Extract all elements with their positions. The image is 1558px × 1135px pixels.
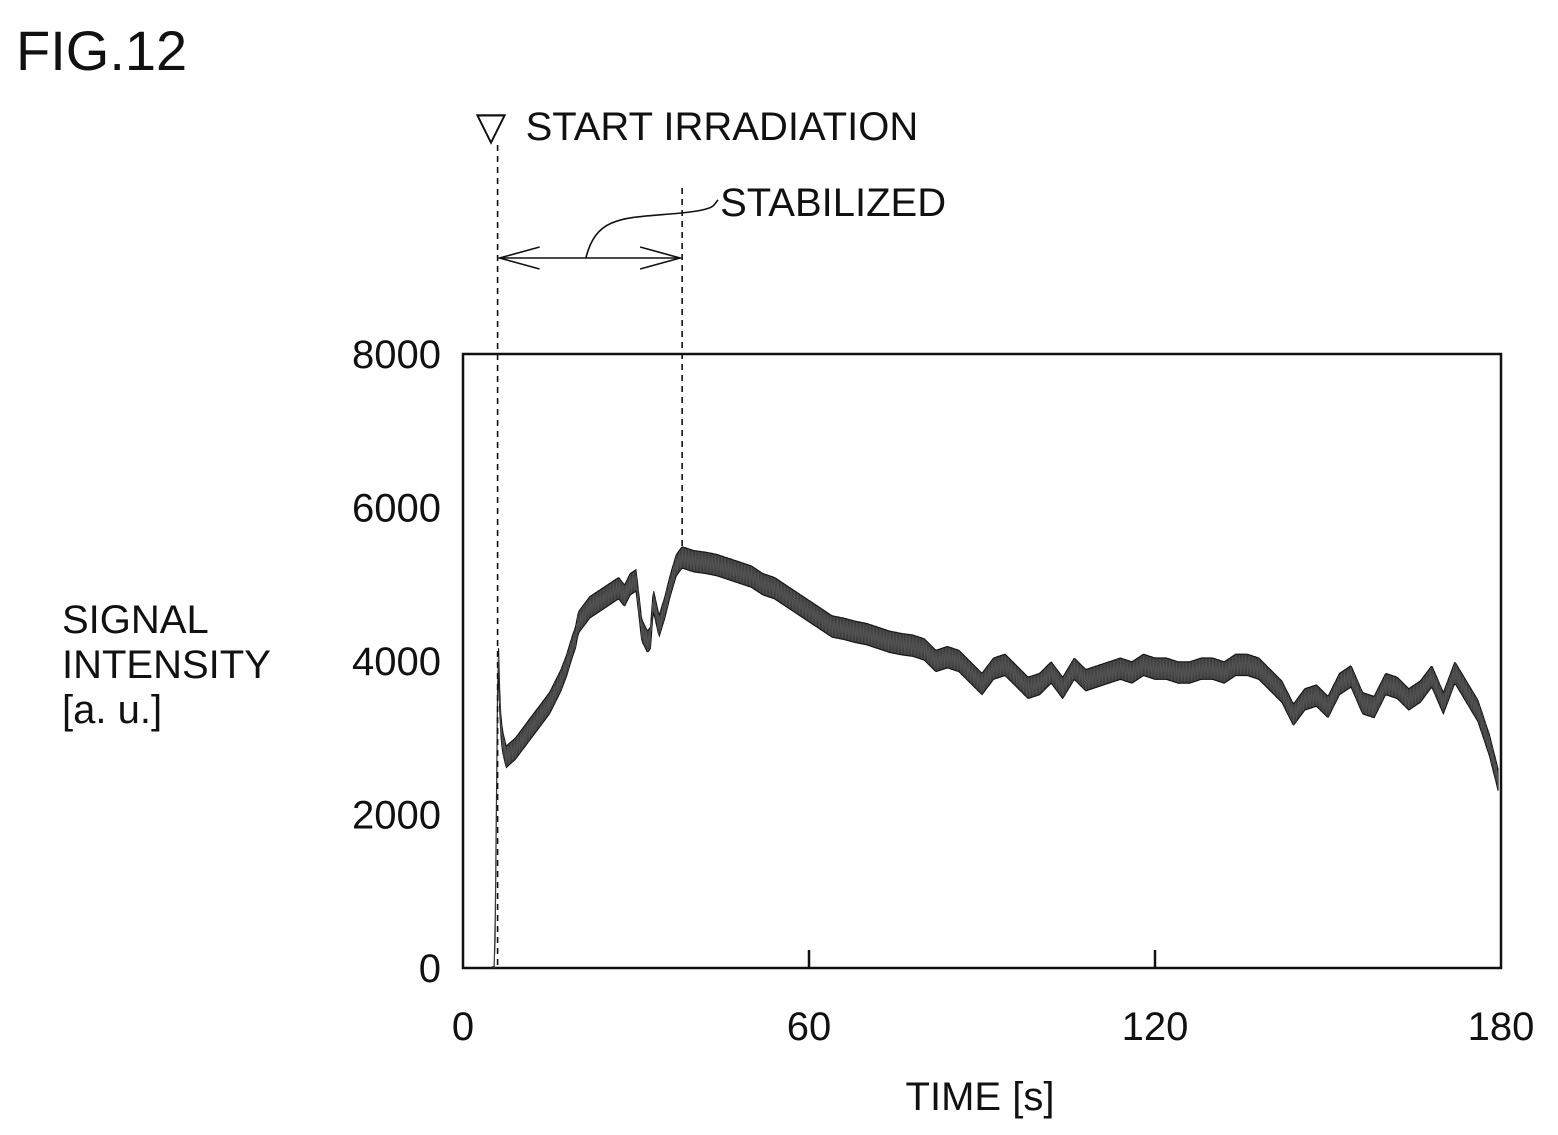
stabilized-label: STABILIZED [720,181,946,225]
y-tick-label: 0 [419,947,441,991]
y-axis-label-line-1: SIGNAL [62,598,209,642]
series-line [492,547,1499,969]
x-axis-label: TIME [s] [906,1075,1055,1119]
y-tick-label: 8000 [352,333,441,377]
stabilized-leader-line [585,199,719,259]
plot-frame [461,352,1503,970]
arrow-head-right [639,246,684,270]
series-layer [492,546,1499,969]
annotation-layer: ▽ START IRRADIATION STABILIZED [476,105,946,968]
y-axis-ticks: 0 2000 4000 6000 8000 [352,333,441,991]
x-axis-ticks: 0 60 120 180 [452,950,1535,1049]
start-irradiation-label: START IRRADIATION [526,105,919,149]
arrow-head-left [496,246,540,270]
y-tick-label: 2000 [352,794,441,838]
x-tick-label: 60 [787,1005,832,1049]
x-tick-label: 180 [1468,1005,1535,1049]
y-tick-label: 4000 [352,640,441,684]
y-axis-label-line-2: INTENSITY [62,643,271,687]
x-tick-label: 120 [1122,1005,1189,1049]
start-irradiation-marker: ▽ [476,105,507,149]
x-tick-label: 0 [452,1005,474,1049]
figure-label: FIG.12 [16,19,187,82]
series-band [492,546,1499,969]
y-axis-label-line-3: [a. u.] [62,688,162,732]
y-axis-label: SIGNAL INTENSITY [a. u.] [62,598,271,732]
y-tick-label: 6000 [352,487,441,531]
